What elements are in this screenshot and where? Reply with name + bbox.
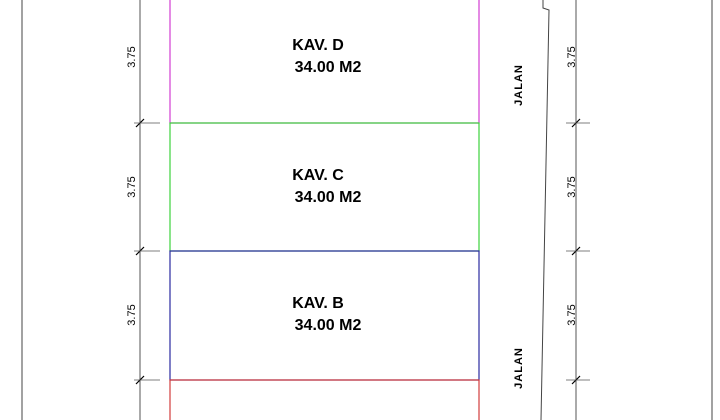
road-label: JALAN bbox=[513, 347, 525, 389]
dimension-label: 3.75 bbox=[566, 304, 578, 325]
dimension-label: 3.75 bbox=[566, 46, 578, 67]
dimension-label: 3.75 bbox=[126, 46, 138, 67]
dimension-label: 3.75 bbox=[566, 176, 578, 197]
dimension-label: 3.75 bbox=[126, 176, 138, 197]
road-edge bbox=[540, 0, 550, 420]
plot-area: 34.00 M2 bbox=[295, 317, 362, 334]
plot-area: 34.00 M2 bbox=[295, 189, 362, 206]
plot-area: 34.00 M2 bbox=[295, 59, 362, 76]
plot-label: KAV. D bbox=[292, 37, 344, 54]
plot bbox=[169, 379, 480, 420]
dimension-label: 3.75 bbox=[126, 304, 138, 325]
plot-label: KAV. B bbox=[292, 295, 344, 312]
road-label: JALAN bbox=[513, 64, 525, 106]
plot-label: KAV. C bbox=[292, 167, 344, 184]
